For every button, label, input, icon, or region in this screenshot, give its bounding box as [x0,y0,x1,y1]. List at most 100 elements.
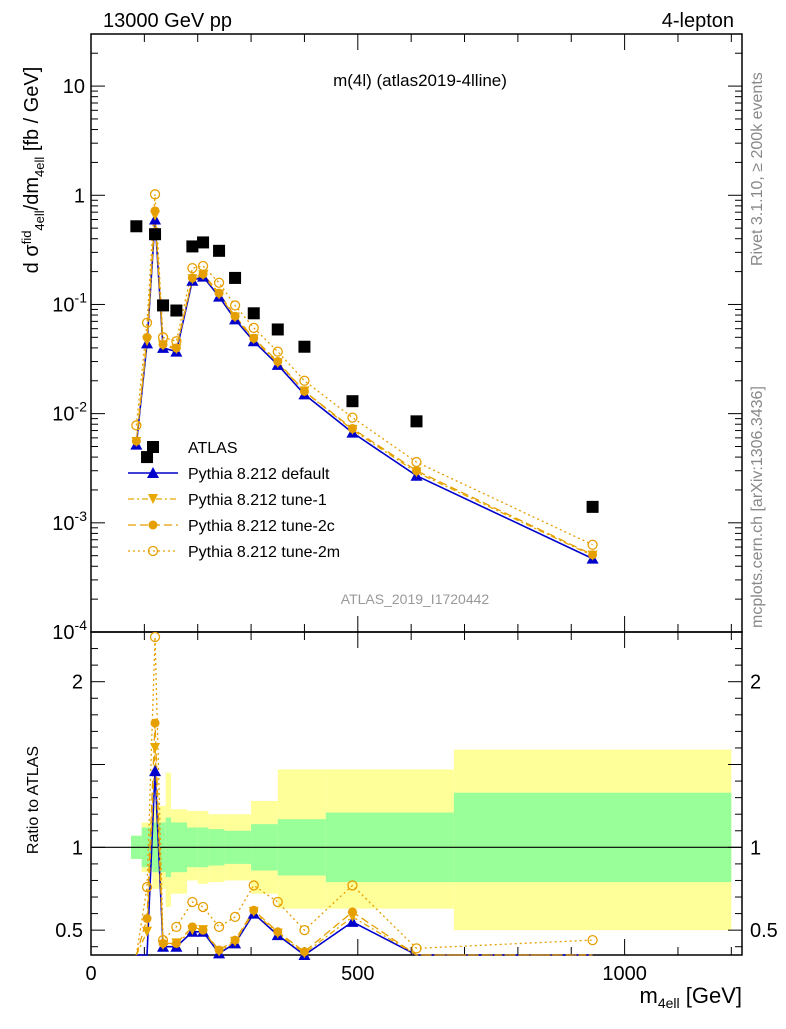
ratio-point [187,922,197,932]
x-tick-label: 500 [341,963,374,985]
mcplots-label: mcplots.cern.ch [arXiv:1306.3436] [749,386,766,628]
data-point [198,269,208,279]
ratio-point [187,896,198,908]
data-point [130,220,143,233]
ratio-line-3 [135,636,593,956]
ratio-y-tick-label: 1 [72,837,83,859]
ratio-ylabel: Ratio to ATLAS [25,746,42,854]
ratio-point [347,880,358,891]
rivet-label: Rivet 3.1.10, ≥ 200k events [749,72,766,266]
ratio-point [142,914,152,924]
ratio-point [171,938,181,948]
analysis-watermark: ATLAS_2019_I1720442 [341,591,490,607]
data-point [197,236,210,249]
data-point [213,244,226,257]
data-point [171,336,182,347]
data-point [149,189,161,200]
data-point [347,412,358,423]
data-point [347,424,357,434]
axis-ticks [90,33,742,955]
ratio-point [150,742,161,753]
xlabel: m4ell [GeV] [640,983,742,1011]
data-point [141,317,153,328]
data-point [141,451,154,464]
y-tick-label: 10-2 [52,399,87,426]
ratio-point [213,921,225,932]
legend: ATLAS Pythia 8.212 default Pythia 8.212 tu… [128,440,340,561]
data-point [149,228,162,241]
data-point [229,271,242,284]
data-point [588,550,598,560]
x-tick-label: 0 [85,963,96,985]
data-point [131,420,142,431]
legend-label: Pythia 8.212 tune-2m [188,544,340,561]
tick-labels: 10-4 10-3 10-2 10-1 1 10 0 500 1000 0.5 0.5 1 1 2 2 [52,76,778,985]
legend-label: Pythia 8.212 default [188,466,330,483]
header-left: 13000 GeV pp [103,10,232,32]
data-point [142,332,152,342]
data-point [247,307,260,320]
data-point [346,395,359,408]
data-point [131,436,141,446]
y-tick-label: 10-1 [52,289,87,316]
data-point [187,273,197,283]
ratio-point [248,880,259,891]
data-point [213,277,225,288]
data-point [150,206,160,216]
data-point [157,332,169,343]
y-tick-label: 10 [63,76,85,98]
legend-marker [147,545,159,557]
data-point [412,466,421,476]
ratio-uncertainty-bands [131,749,732,931]
data-point [586,500,599,513]
ratio-line-2 [135,723,593,956]
data-point [229,300,241,311]
data-point [271,323,284,336]
ratio-point [229,911,241,923]
y-tick-label: 10-4 [52,617,87,644]
data-point [249,333,259,343]
ratio-point [149,631,161,643]
data-point [248,322,259,334]
ratio-y-tick-label: 2 [72,672,83,694]
ratio-point [587,934,598,946]
ratio-point [158,938,168,948]
ratio-point [150,718,160,728]
ratio-point [149,765,162,777]
ratio-point [197,901,209,913]
data-point [298,340,311,353]
y-tick-label: 10-3 [52,508,87,535]
header-right: 4-lepton [662,10,734,32]
data-point [158,339,168,349]
legend-marker [147,467,159,478]
plot-title: m(4l) (atlas2019-4lline) [333,71,507,90]
legend-marker [147,441,159,453]
y-tick-label: 1 [74,185,85,207]
stat-uncertainty-bin [453,792,732,883]
data-point [587,539,598,550]
data-point [299,375,310,386]
legend-marker [148,494,158,504]
ratio-point [273,927,283,937]
ratio-y-tick-label-right: 0.5 [750,920,778,942]
ratio-point [141,881,153,893]
main-ylabel: d σfid4ell/dm4ell [fb / GeV] [19,67,47,274]
data-point [299,386,309,396]
ratio-point [411,943,422,954]
ratio-point [299,947,309,957]
ratio-point [299,925,310,936]
ratio-point [214,945,224,955]
legend-label: ATLAS [188,440,238,457]
ratio-point [171,921,182,932]
data-point [230,311,240,321]
ratio-y-tick-label: 0.5 [55,920,83,942]
ratio-point [272,896,283,908]
data-point [272,346,283,357]
legend-label: Pythia 8.212 tune-2c [188,518,335,535]
ratio-point [230,935,240,945]
x-tick-label: 1000 [602,963,647,985]
series-markers [130,189,599,960]
data-point [410,415,423,428]
data-point [186,240,199,253]
